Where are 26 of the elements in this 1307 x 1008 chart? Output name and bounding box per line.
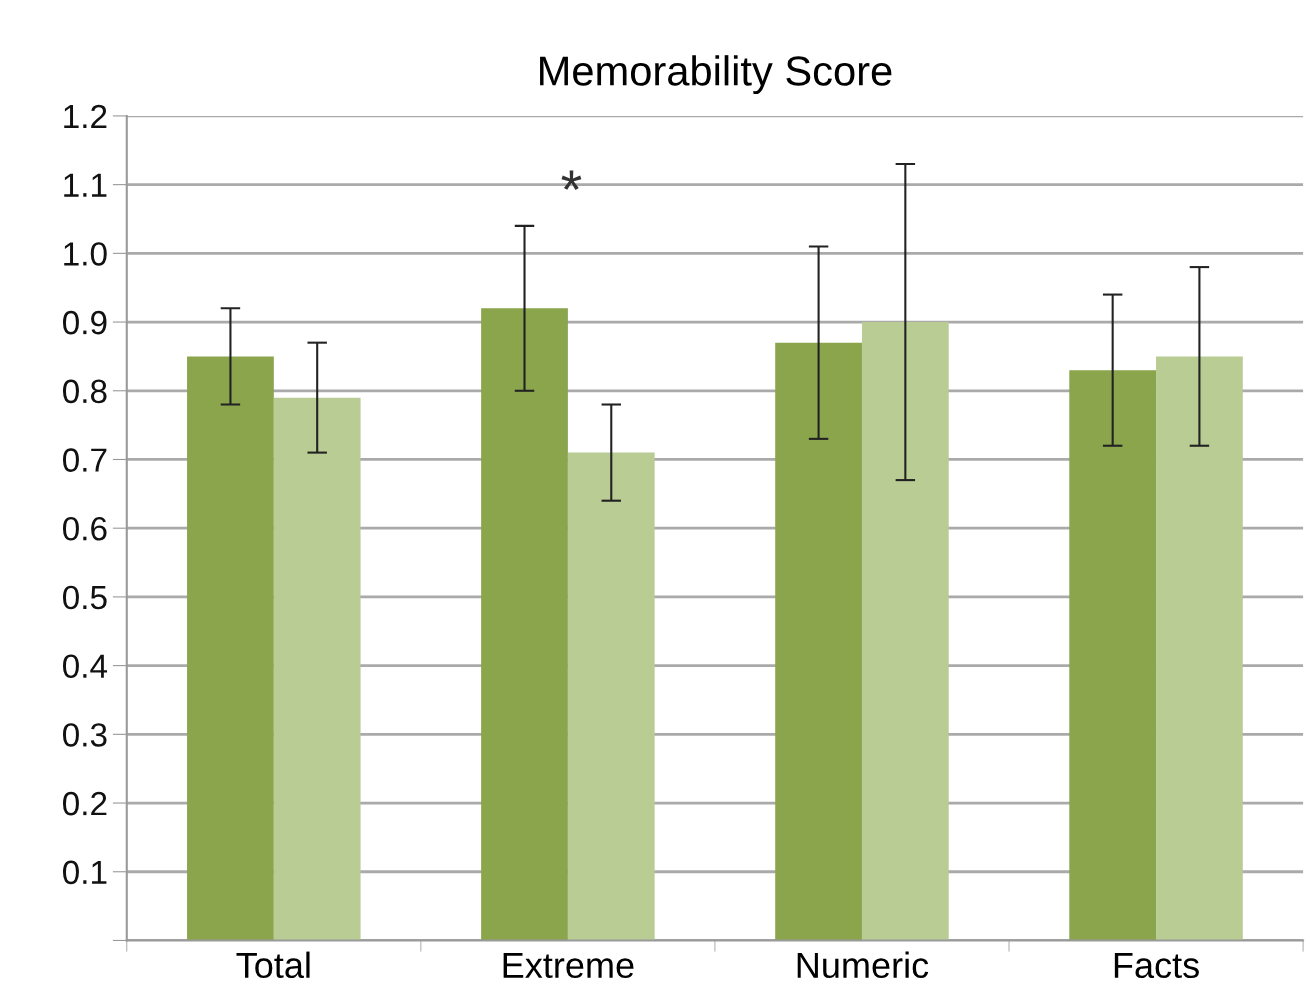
bar (481, 308, 568, 941)
bar (1069, 370, 1157, 941)
y-tick-label: 0.3 (63, 723, 107, 747)
bar (567, 452, 655, 941)
y-tick-label: 1.2 (64, 104, 107, 128)
bar (1156, 356, 1243, 941)
x-tick-label: Facts (1114, 952, 1199, 979)
y-tick-label: 1.1 (64, 173, 107, 197)
bar (187, 356, 274, 941)
y-tick-label: 0.5 (63, 585, 107, 610)
x-tick-label: Extreme (503, 952, 634, 979)
annotation: * (561, 170, 582, 190)
y-tick-label: 0.7 (63, 448, 107, 472)
y-tick-label: 0.2 (63, 791, 107, 816)
bar (775, 342, 862, 941)
y-tick-label: 0.1 (63, 860, 107, 885)
chart-title: Memorability Score (540, 55, 892, 95)
y-tick-label: 0.8 (63, 379, 107, 404)
x-tick-label: Numeric (797, 951, 929, 979)
y-tick-label: 0.6 (63, 516, 107, 541)
y-tick-label: 0.9 (63, 310, 107, 335)
bar (861, 322, 949, 941)
y-tick-label: 0.4 (63, 654, 108, 679)
bar (273, 397, 361, 941)
x-tick-label: Total (236, 951, 310, 979)
y-tick-label: 1.0 (64, 242, 107, 266)
